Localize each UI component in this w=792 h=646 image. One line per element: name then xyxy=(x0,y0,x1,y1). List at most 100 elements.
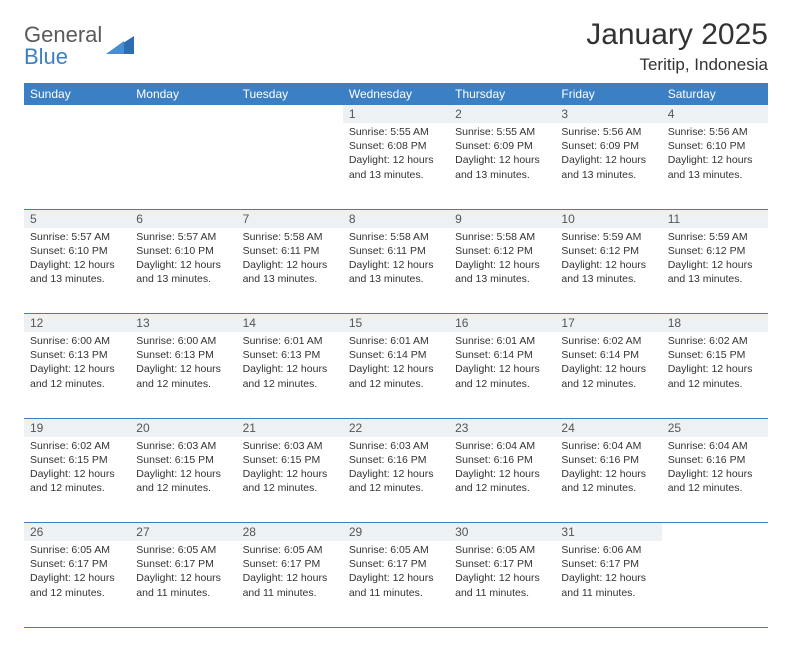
day-header: Saturday xyxy=(662,83,768,105)
daylight-line: Daylight: 12 hours and 12 minutes. xyxy=(561,362,655,390)
daylight-line: Daylight: 12 hours and 11 minutes. xyxy=(561,571,655,599)
sunset-line: Sunset: 6:13 PM xyxy=(136,348,230,362)
month-title: January 2025 xyxy=(586,18,768,51)
logo-line1: General xyxy=(24,24,102,46)
daylight-line: Daylight: 12 hours and 13 minutes. xyxy=(668,153,762,181)
day-number-cell: 11 xyxy=(662,209,768,228)
calendar-page: General Blue January 2025 Teritip, Indon… xyxy=(0,0,792,646)
day-number-cell: 6 xyxy=(130,209,236,228)
day-content-cell: Sunrise: 5:58 AMSunset: 6:12 PMDaylight:… xyxy=(449,228,555,314)
day-number-cell: 21 xyxy=(237,418,343,437)
day-content-cell: Sunrise: 6:05 AMSunset: 6:17 PMDaylight:… xyxy=(237,541,343,627)
day-number-cell: 28 xyxy=(237,523,343,542)
day-number-cell: 15 xyxy=(343,314,449,333)
content-row: Sunrise: 6:02 AMSunset: 6:15 PMDaylight:… xyxy=(24,437,768,523)
day-number-cell: 10 xyxy=(555,209,661,228)
day-number-cell: 25 xyxy=(662,418,768,437)
sunrise-line: Sunrise: 6:00 AM xyxy=(30,334,124,348)
day-content-cell: Sunrise: 5:57 AMSunset: 6:10 PMDaylight:… xyxy=(130,228,236,314)
day-content-cell: Sunrise: 5:55 AMSunset: 6:09 PMDaylight:… xyxy=(449,123,555,209)
sunrise-line: Sunrise: 6:03 AM xyxy=(136,439,230,453)
sunset-line: Sunset: 6:16 PM xyxy=(668,453,762,467)
daylight-line: Daylight: 12 hours and 13 minutes. xyxy=(668,258,762,286)
day-content-cell xyxy=(130,123,236,209)
day-content-cell: Sunrise: 6:01 AMSunset: 6:14 PMDaylight:… xyxy=(343,332,449,418)
daylight-line: Daylight: 12 hours and 12 minutes. xyxy=(243,362,337,390)
day-content-cell: Sunrise: 5:57 AMSunset: 6:10 PMDaylight:… xyxy=(24,228,130,314)
daylight-line: Daylight: 12 hours and 13 minutes. xyxy=(349,153,443,181)
day-header: Tuesday xyxy=(237,83,343,105)
day-content-cell: Sunrise: 5:55 AMSunset: 6:08 PMDaylight:… xyxy=(343,123,449,209)
day-content-cell: Sunrise: 6:02 AMSunset: 6:15 PMDaylight:… xyxy=(24,437,130,523)
daylight-line: Daylight: 12 hours and 13 minutes. xyxy=(136,258,230,286)
day-content-cell: Sunrise: 6:03 AMSunset: 6:15 PMDaylight:… xyxy=(130,437,236,523)
daynum-row: 1234 xyxy=(24,105,768,123)
day-number-cell: 16 xyxy=(449,314,555,333)
sunrise-line: Sunrise: 5:57 AM xyxy=(136,230,230,244)
daylight-line: Daylight: 12 hours and 13 minutes. xyxy=(349,258,443,286)
sunset-line: Sunset: 6:13 PM xyxy=(30,348,124,362)
sunset-line: Sunset: 6:11 PM xyxy=(349,244,443,258)
sunset-line: Sunset: 6:15 PM xyxy=(30,453,124,467)
day-number-cell: 30 xyxy=(449,523,555,542)
daylight-line: Daylight: 12 hours and 12 minutes. xyxy=(349,467,443,495)
day-content-cell: Sunrise: 6:01 AMSunset: 6:13 PMDaylight:… xyxy=(237,332,343,418)
sunset-line: Sunset: 6:16 PM xyxy=(349,453,443,467)
day-number-cell xyxy=(237,105,343,123)
day-number-cell: 7 xyxy=(237,209,343,228)
day-header: Thursday xyxy=(449,83,555,105)
daylight-line: Daylight: 12 hours and 13 minutes. xyxy=(455,258,549,286)
daylight-line: Daylight: 12 hours and 11 minutes. xyxy=(243,571,337,599)
daylight-line: Daylight: 12 hours and 11 minutes. xyxy=(455,571,549,599)
sunrise-line: Sunrise: 6:05 AM xyxy=(349,543,443,557)
sunrise-line: Sunrise: 6:03 AM xyxy=(243,439,337,453)
logo-line2: Blue xyxy=(24,46,102,68)
day-content-cell: Sunrise: 6:05 AMSunset: 6:17 PMDaylight:… xyxy=(343,541,449,627)
sunset-line: Sunset: 6:14 PM xyxy=(455,348,549,362)
day-header: Friday xyxy=(555,83,661,105)
sunrise-line: Sunrise: 5:55 AM xyxy=(349,125,443,139)
daylight-line: Daylight: 12 hours and 12 minutes. xyxy=(455,362,549,390)
day-content-cell: Sunrise: 6:06 AMSunset: 6:17 PMDaylight:… xyxy=(555,541,661,627)
sunrise-line: Sunrise: 6:04 AM xyxy=(668,439,762,453)
day-number-cell: 26 xyxy=(24,523,130,542)
day-content-cell: Sunrise: 5:58 AMSunset: 6:11 PMDaylight:… xyxy=(343,228,449,314)
daynum-row: 262728293031 xyxy=(24,523,768,542)
sunrise-line: Sunrise: 5:56 AM xyxy=(561,125,655,139)
day-number-cell: 27 xyxy=(130,523,236,542)
daylight-line: Daylight: 12 hours and 12 minutes. xyxy=(136,362,230,390)
sunrise-line: Sunrise: 6:04 AM xyxy=(561,439,655,453)
day-content-cell: Sunrise: 6:00 AMSunset: 6:13 PMDaylight:… xyxy=(24,332,130,418)
day-content-cell: Sunrise: 6:05 AMSunset: 6:17 PMDaylight:… xyxy=(449,541,555,627)
day-number-cell: 5 xyxy=(24,209,130,228)
sunset-line: Sunset: 6:13 PM xyxy=(243,348,337,362)
day-number-cell: 23 xyxy=(449,418,555,437)
daylight-line: Daylight: 12 hours and 13 minutes. xyxy=(243,258,337,286)
sunrise-line: Sunrise: 6:05 AM xyxy=(30,543,124,557)
day-content-cell: Sunrise: 6:02 AMSunset: 6:15 PMDaylight:… xyxy=(662,332,768,418)
day-number-cell: 12 xyxy=(24,314,130,333)
sunrise-line: Sunrise: 6:00 AM xyxy=(136,334,230,348)
day-content-cell: Sunrise: 6:05 AMSunset: 6:17 PMDaylight:… xyxy=(24,541,130,627)
sunrise-line: Sunrise: 6:05 AM xyxy=(136,543,230,557)
sunrise-line: Sunrise: 5:57 AM xyxy=(30,230,124,244)
day-content-cell: Sunrise: 6:02 AMSunset: 6:14 PMDaylight:… xyxy=(555,332,661,418)
sunset-line: Sunset: 6:17 PM xyxy=(561,557,655,571)
sunset-line: Sunset: 6:09 PM xyxy=(455,139,549,153)
logo: General Blue xyxy=(24,18,134,68)
page-header: General Blue January 2025 Teritip, Indon… xyxy=(24,18,768,75)
sunset-line: Sunset: 6:12 PM xyxy=(455,244,549,258)
day-number-cell xyxy=(662,523,768,542)
daylight-line: Daylight: 12 hours and 11 minutes. xyxy=(136,571,230,599)
day-number-cell: 20 xyxy=(130,418,236,437)
sunset-line: Sunset: 6:12 PM xyxy=(668,244,762,258)
daylight-line: Daylight: 12 hours and 12 minutes. xyxy=(30,467,124,495)
day-number-cell: 18 xyxy=(662,314,768,333)
day-number-cell: 13 xyxy=(130,314,236,333)
day-content-cell: Sunrise: 5:59 AMSunset: 6:12 PMDaylight:… xyxy=(555,228,661,314)
day-number-cell: 8 xyxy=(343,209,449,228)
day-content-cell: Sunrise: 6:03 AMSunset: 6:15 PMDaylight:… xyxy=(237,437,343,523)
sunrise-line: Sunrise: 6:05 AM xyxy=(455,543,549,557)
day-content-cell: Sunrise: 6:00 AMSunset: 6:13 PMDaylight:… xyxy=(130,332,236,418)
day-content-cell: Sunrise: 6:01 AMSunset: 6:14 PMDaylight:… xyxy=(449,332,555,418)
